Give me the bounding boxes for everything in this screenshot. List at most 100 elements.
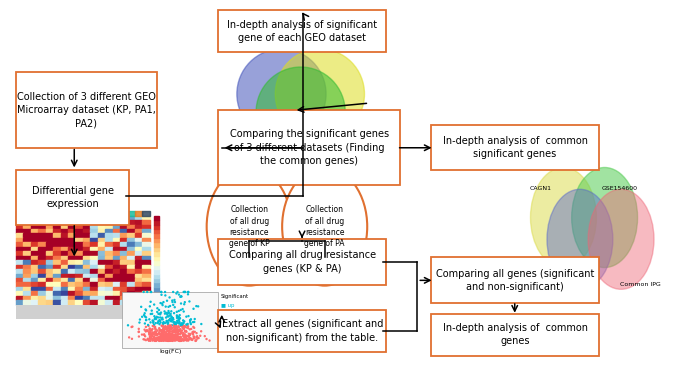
Point xyxy=(143,337,154,343)
Point xyxy=(150,329,162,335)
Point xyxy=(167,316,178,322)
Bar xyxy=(90,287,98,291)
Point xyxy=(151,335,162,341)
Point xyxy=(165,313,176,318)
Point xyxy=(169,320,181,325)
Point xyxy=(175,323,186,329)
Point xyxy=(183,324,194,329)
Point xyxy=(160,337,172,343)
Point xyxy=(162,335,174,341)
Bar xyxy=(68,216,76,220)
Point xyxy=(161,335,172,341)
Point xyxy=(161,329,172,335)
Point xyxy=(174,314,185,320)
Point xyxy=(149,324,160,330)
Point xyxy=(172,336,183,341)
Point xyxy=(177,336,188,342)
Text: GSE14600: GSE14600 xyxy=(508,282,540,287)
Point xyxy=(164,336,175,342)
Point xyxy=(171,329,182,335)
Point xyxy=(161,336,172,342)
Point xyxy=(180,289,191,295)
Point xyxy=(173,328,184,333)
Bar xyxy=(46,291,53,296)
Point xyxy=(174,315,186,321)
Point xyxy=(150,315,161,321)
Point xyxy=(191,334,202,340)
Point xyxy=(158,331,169,337)
Point xyxy=(169,336,180,342)
Point xyxy=(141,327,153,333)
Bar xyxy=(76,283,83,287)
Bar xyxy=(60,265,68,269)
Bar xyxy=(135,211,142,216)
Point xyxy=(188,333,199,339)
Ellipse shape xyxy=(256,67,345,157)
Bar xyxy=(127,238,135,242)
Text: Differential gene
expression: Differential gene expression xyxy=(32,186,113,209)
Point xyxy=(178,301,190,307)
Bar xyxy=(154,247,160,251)
Bar xyxy=(60,216,68,220)
Bar xyxy=(83,260,90,265)
Bar xyxy=(16,273,23,278)
Point xyxy=(174,328,185,333)
Bar xyxy=(142,260,150,265)
Point xyxy=(172,335,183,340)
Point xyxy=(146,331,157,337)
Point xyxy=(166,333,177,339)
Point xyxy=(178,333,190,339)
Point xyxy=(181,333,192,339)
Point xyxy=(160,335,171,340)
Point xyxy=(152,332,163,338)
Point xyxy=(164,330,175,336)
Point xyxy=(174,324,185,330)
Bar xyxy=(127,220,135,225)
Bar xyxy=(127,283,135,287)
Point xyxy=(166,309,177,314)
Point xyxy=(144,338,155,344)
Bar xyxy=(98,234,105,238)
Bar xyxy=(135,269,142,273)
Bar xyxy=(16,234,23,238)
Ellipse shape xyxy=(275,49,365,139)
Point xyxy=(145,311,156,317)
Bar xyxy=(135,300,142,305)
Point xyxy=(146,335,157,340)
Bar xyxy=(60,287,68,291)
Bar xyxy=(105,229,113,234)
Bar xyxy=(38,229,46,234)
Point xyxy=(177,323,188,329)
Bar xyxy=(120,256,127,260)
Point xyxy=(160,289,171,295)
Bar xyxy=(113,225,120,229)
Point xyxy=(161,336,172,342)
Bar xyxy=(76,269,83,273)
Bar xyxy=(90,238,98,242)
Point xyxy=(157,332,168,338)
Text: CAGN1: CAGN1 xyxy=(530,186,552,191)
Bar xyxy=(98,247,105,251)
Point xyxy=(158,299,169,305)
Point xyxy=(148,334,160,340)
Bar xyxy=(113,283,120,287)
Bar xyxy=(46,256,53,260)
Bar xyxy=(90,229,98,234)
Point xyxy=(170,327,181,333)
Point xyxy=(169,322,180,328)
Bar xyxy=(127,273,135,278)
Bar xyxy=(16,238,23,242)
Bar xyxy=(83,238,90,242)
Point xyxy=(160,311,171,317)
Point xyxy=(172,332,183,337)
Bar xyxy=(38,242,46,247)
Point xyxy=(152,309,163,315)
Point xyxy=(144,316,155,322)
Point xyxy=(157,337,168,343)
Bar xyxy=(142,238,150,242)
Point xyxy=(170,337,181,343)
Point xyxy=(169,310,180,316)
Point xyxy=(159,332,170,338)
Point xyxy=(158,323,169,329)
Bar xyxy=(60,256,68,260)
